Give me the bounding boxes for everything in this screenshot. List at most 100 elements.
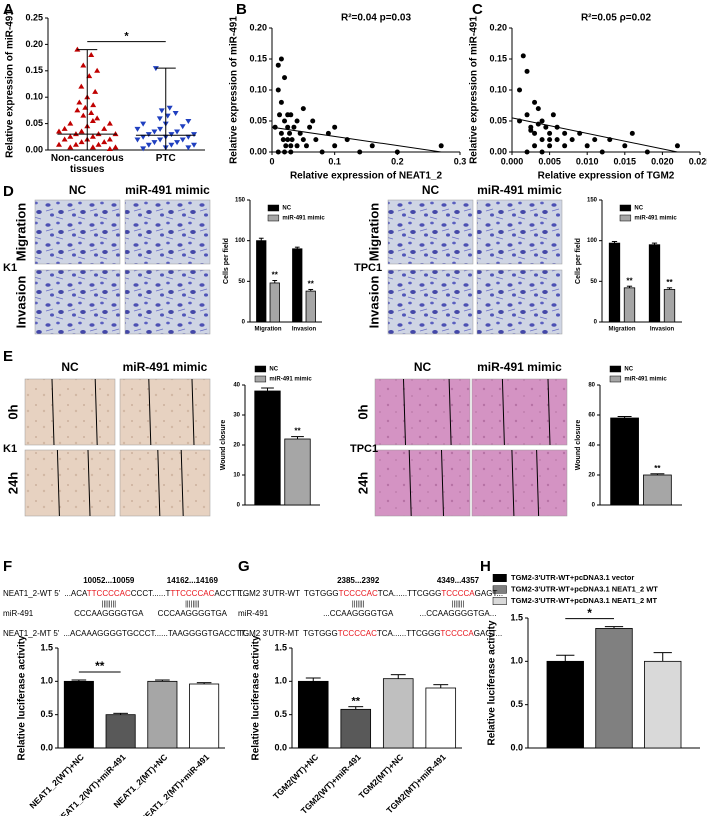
x-tick-label: Invasion: [650, 327, 675, 333]
y-axis-label: Relative luciferase activity: [17, 635, 28, 761]
data-point: [95, 141, 102, 147]
y-tick-label: 150: [235, 198, 246, 204]
sequence-name: miR-491: [3, 609, 34, 618]
panel-label: G: [238, 558, 250, 575]
data-point: [288, 143, 294, 149]
data-point: [88, 51, 95, 57]
sequence-segment: GAGT...: [474, 629, 502, 638]
column-label: miR-491 mimic: [125, 183, 210, 197]
data-point: [622, 143, 628, 149]
y-axis-label: Wound closure: [575, 420, 582, 471]
y-axis-label: Relative expression of miR-491: [229, 16, 240, 164]
sequence-segment: GAGT...: [475, 589, 503, 598]
legend-label: miR-491 mimic: [624, 377, 667, 383]
data-point: [185, 118, 192, 124]
data-point: [275, 149, 281, 155]
significance-label: **: [272, 271, 279, 280]
data-point: [532, 130, 538, 136]
site-position: 2385...2392: [337, 576, 380, 585]
cell-line-label: TPC1: [350, 443, 378, 455]
data-point: [78, 128, 85, 134]
significance-label: *: [587, 606, 592, 620]
sequence-row: NEAT1_2-WT 5' ...ACATTCCCCACCCCT......TTT…: [3, 589, 249, 598]
data-point: [151, 129, 158, 135]
sequence-segment: TCA......TTCGGG: [377, 629, 441, 638]
y-tick-label: 40: [588, 443, 595, 449]
micrograph: [124, 199, 211, 265]
bar: [644, 660, 682, 749]
significance-label: **: [308, 280, 315, 289]
bar: [254, 390, 281, 506]
data-point: [191, 132, 198, 138]
panel-label: A: [3, 1, 14, 18]
y-tick-label: 0.25: [25, 12, 43, 22]
data-point: [524, 149, 530, 155]
x-axis-label: Relative expression of NEAT1_2: [290, 171, 443, 182]
wound-edge: [94, 378, 98, 446]
data-point: [94, 67, 101, 73]
y-tick-label: 0.05: [489, 115, 507, 125]
data-point: [78, 139, 85, 145]
data-point: [185, 145, 192, 151]
bar: [189, 683, 220, 749]
sequence-segment: TGTGGG: [303, 629, 338, 638]
wound-edge: [157, 449, 161, 517]
data-point: [313, 137, 319, 143]
sequence-row: TGM2 3'UTR-MT TGTGGGTCCCCACTCA......TTCGG…: [238, 629, 502, 638]
bar: [546, 660, 584, 749]
column-label: miR-491 mimic: [477, 360, 562, 374]
sequence-segment: TTCCCCAC: [87, 589, 131, 598]
legend-label: TGM2-3'UTR-WT+pcDNA3.1 NEAT1_2 WT: [511, 584, 658, 593]
data-point: [310, 118, 316, 124]
y-tick-label: 0.20: [25, 39, 43, 49]
significance-label: **: [95, 659, 105, 673]
column-label: NC: [414, 360, 432, 374]
y-tick-label: 80: [588, 383, 595, 389]
data-point: [300, 106, 306, 112]
data-point: [532, 99, 538, 105]
y-tick-label: 10: [233, 473, 240, 479]
data-point: [278, 56, 284, 62]
wound-edge: [148, 378, 152, 446]
data-point: [319, 149, 325, 155]
bar: [382, 678, 414, 749]
y-tick-label: 0: [592, 503, 596, 509]
legend-swatch: [492, 574, 507, 582]
data-point: [140, 121, 147, 127]
x-axis-label: Relative expression of TGM2: [538, 171, 675, 182]
x-tick-label-box: PTC: [156, 153, 176, 164]
panel-label: D: [3, 183, 14, 200]
y-tick-label: 0.5: [40, 709, 53, 719]
wound-edge: [191, 378, 195, 446]
sequence-row: TGM2 3'UTR-WT TGTGGGTCCCCACTCA......TTCGG…: [238, 589, 503, 598]
data-point: [112, 144, 119, 150]
y-tick-label: 0.10: [489, 84, 507, 94]
y-tick-label: 0.0: [40, 742, 53, 752]
legend-swatch: [619, 204, 632, 212]
mirna-segment: ...CCAAGGGGTGA: [323, 609, 394, 618]
data-point: [369, 143, 375, 149]
micrograph: [374, 378, 471, 446]
data-point: [92, 88, 99, 94]
row-label: 24h: [5, 472, 20, 494]
data-point: [168, 132, 175, 138]
fit-line: [271, 126, 442, 153]
data-point: [520, 53, 526, 59]
row-label: 0h: [355, 404, 370, 419]
bar: [608, 242, 621, 323]
data-point: [134, 126, 141, 132]
data-point: [157, 137, 164, 143]
y-tick-label: 0.15: [25, 65, 43, 75]
data-point: [174, 140, 181, 146]
cell-line-label: TPC1: [354, 262, 382, 274]
y-tick-label: 0.0: [510, 742, 523, 752]
data-point: [185, 134, 192, 140]
data-point: [67, 144, 74, 150]
data-point: [592, 137, 598, 143]
annotation: R²=0.05 ρ=0.02: [581, 13, 652, 24]
data-point: [275, 87, 281, 93]
data-point: [191, 142, 198, 148]
row-label: Invasion: [366, 276, 381, 329]
